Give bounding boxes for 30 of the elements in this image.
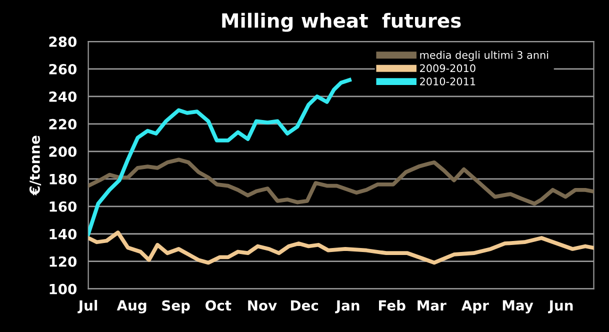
y-tick-label: 220 bbox=[49, 118, 77, 130]
legend-label: media degli ultimi 3 anni bbox=[420, 50, 548, 61]
y-tick-label: 140 bbox=[50, 228, 77, 240]
line-series bbox=[88, 78, 352, 236]
line-series bbox=[88, 158, 594, 206]
x-tick-label: Aug bbox=[116, 300, 146, 314]
x-tick-label: Mar bbox=[418, 300, 446, 311]
legend-label: 2010-2011 bbox=[420, 77, 476, 86]
y-tick-label: 180 bbox=[50, 174, 77, 184]
x-tick-label: Nov bbox=[248, 300, 277, 311]
y-tick-label: 120 bbox=[50, 256, 77, 267]
line-series bbox=[88, 230, 594, 265]
x-tick-label: May bbox=[502, 300, 534, 314]
y-tick-label: 100 bbox=[50, 284, 77, 294]
y-tick-label: 260 bbox=[49, 64, 77, 74]
y-tick-label: 240 bbox=[49, 91, 77, 102]
y-axis-title: €/tonne bbox=[29, 136, 42, 196]
y-tick-label: 200 bbox=[49, 146, 77, 157]
x-tick-label: Sep bbox=[162, 300, 190, 314]
x-tick-label: Jun bbox=[548, 300, 573, 314]
y-tick-label: 280 bbox=[49, 36, 77, 47]
x-tick-label: Jul bbox=[78, 300, 98, 314]
chart-title: Milling wheat futures bbox=[222, 12, 461, 32]
x-tick-label: Dec bbox=[291, 300, 318, 311]
x-tick-label: Jan bbox=[335, 300, 360, 314]
x-tick-label: Apr bbox=[461, 300, 489, 314]
legend-label: 2009-2010 bbox=[420, 64, 476, 72]
y-tick-label: 160 bbox=[50, 201, 77, 212]
x-tick-label: Feb bbox=[379, 300, 406, 311]
x-tick-label: Oct bbox=[206, 300, 232, 311]
